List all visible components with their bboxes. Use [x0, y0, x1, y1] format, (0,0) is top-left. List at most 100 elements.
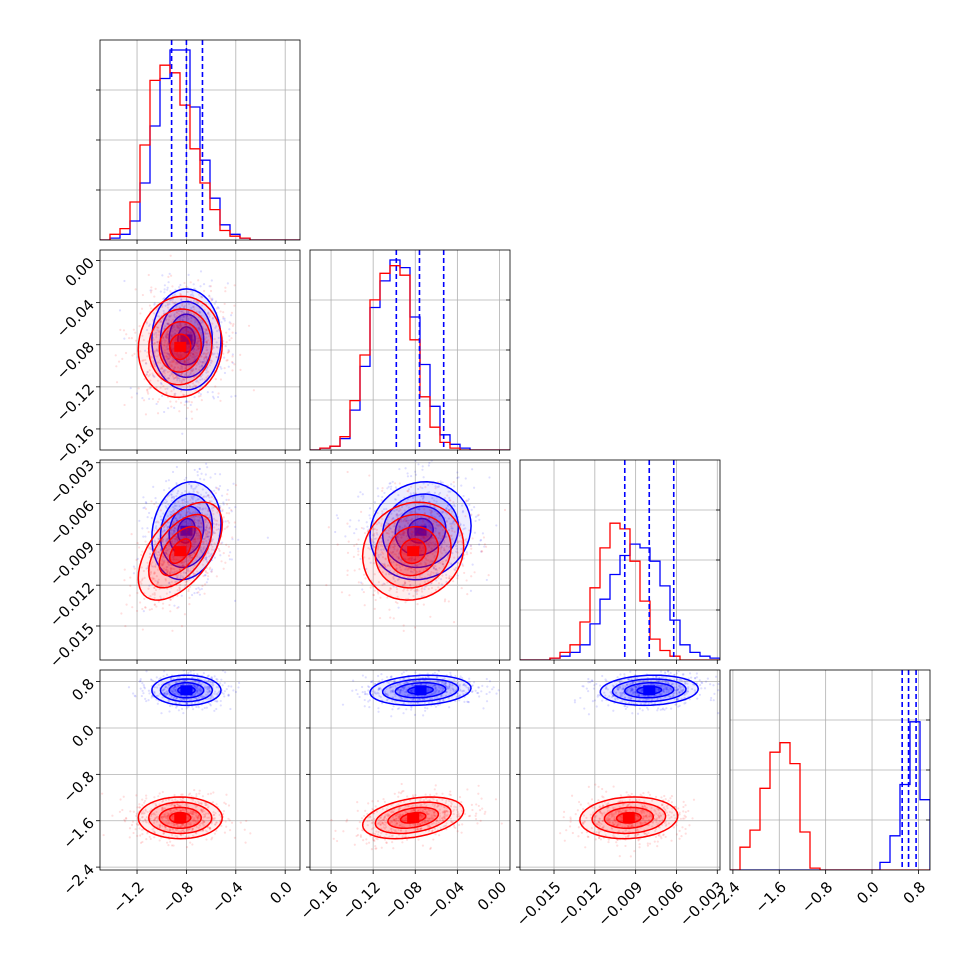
sample-point	[181, 356, 184, 359]
sample-point	[161, 320, 164, 324]
sample-point	[164, 480, 168, 483]
sample-point	[201, 327, 204, 330]
sample-point	[177, 377, 180, 380]
sample-point	[180, 374, 183, 377]
sample-point	[151, 372, 154, 375]
sample-point	[166, 521, 170, 524]
sample-point	[183, 613, 187, 616]
sample-point	[204, 338, 207, 341]
sample-point	[194, 528, 197, 531]
sample-point	[175, 574, 178, 577]
sample-point	[211, 298, 214, 302]
sample-point	[184, 524, 188, 527]
sample-point	[218, 484, 222, 488]
sample-point	[146, 370, 149, 374]
sample-point	[149, 289, 152, 292]
sample-point	[144, 535, 147, 538]
sample-point	[418, 508, 421, 511]
sample-point	[181, 310, 184, 313]
sample-point	[369, 586, 372, 589]
sample-point	[234, 690, 238, 694]
sample-point	[157, 340, 160, 343]
sample-point	[225, 498, 228, 501]
sample-point	[197, 347, 200, 351]
sample-point	[190, 522, 194, 525]
sample-point	[171, 285, 174, 288]
sample-point	[210, 570, 213, 573]
sample-point	[197, 381, 200, 384]
sample-point	[461, 509, 465, 513]
sample-point	[192, 532, 195, 536]
sample-point	[393, 498, 397, 501]
sample-point	[155, 336, 158, 339]
sample-point	[179, 355, 182, 358]
sample-point	[434, 567, 438, 571]
sample-point	[163, 410, 166, 414]
sample-point	[481, 532, 485, 535]
sample-point	[411, 571, 414, 574]
sample-point	[175, 336, 179, 339]
sample-point	[160, 343, 163, 346]
sample-point	[180, 390, 183, 393]
sample-point	[147, 392, 150, 395]
sample-point	[234, 484, 238, 487]
sample-point	[176, 537, 179, 540]
sample-point	[198, 345, 201, 348]
sample-point	[173, 531, 176, 534]
sample-point	[222, 503, 225, 506]
sample-point	[372, 593, 375, 596]
sample-point	[462, 527, 465, 531]
sample-point	[196, 538, 199, 541]
sample-point	[154, 551, 157, 554]
sample-point	[184, 329, 187, 332]
sample-point	[433, 527, 437, 530]
sample-point	[179, 293, 182, 296]
sample-point	[158, 331, 162, 334]
sample-point	[182, 564, 185, 567]
sample-point	[197, 337, 200, 340]
sample-point	[146, 388, 149, 391]
sample-point	[142, 692, 145, 695]
sample-point	[384, 573, 388, 576]
sample-point	[348, 594, 351, 597]
sample-point	[211, 538, 214, 541]
sample-point	[388, 535, 391, 538]
sample-point	[187, 536, 191, 539]
sample-point	[186, 290, 189, 294]
sample-point	[200, 526, 203, 529]
sample-point	[140, 579, 144, 582]
sample-point	[359, 510, 363, 513]
sample-point	[165, 546, 168, 550]
sample-point	[180, 298, 183, 301]
sample-point	[134, 288, 137, 291]
sample-point	[411, 557, 414, 560]
sample-point	[357, 581, 360, 584]
sample-point	[194, 511, 197, 514]
sample-point	[176, 324, 179, 328]
sample-point	[191, 343, 194, 347]
sample-point	[160, 366, 164, 369]
sample-point	[229, 707, 232, 711]
sample-point	[170, 372, 173, 375]
sample-point	[378, 616, 382, 620]
sample-point	[180, 298, 183, 301]
sample-point	[190, 484, 193, 487]
sample-point	[194, 521, 197, 524]
sample-point	[155, 542, 158, 545]
sample-point	[217, 316, 220, 319]
sample-point	[220, 678, 223, 681]
sample-point	[194, 351, 197, 354]
sample-point	[207, 521, 210, 524]
sample-point	[206, 578, 209, 581]
sample-point	[201, 360, 205, 363]
sample-point	[155, 563, 158, 566]
sample-point	[179, 574, 182, 577]
sample-point	[111, 814, 114, 817]
sample-point	[463, 571, 466, 575]
sample-point	[210, 279, 213, 282]
sample-point	[179, 523, 182, 526]
sample-point	[169, 570, 172, 573]
sample-point	[129, 387, 132, 390]
sample-point	[189, 670, 192, 673]
sample-point	[136, 542, 139, 545]
